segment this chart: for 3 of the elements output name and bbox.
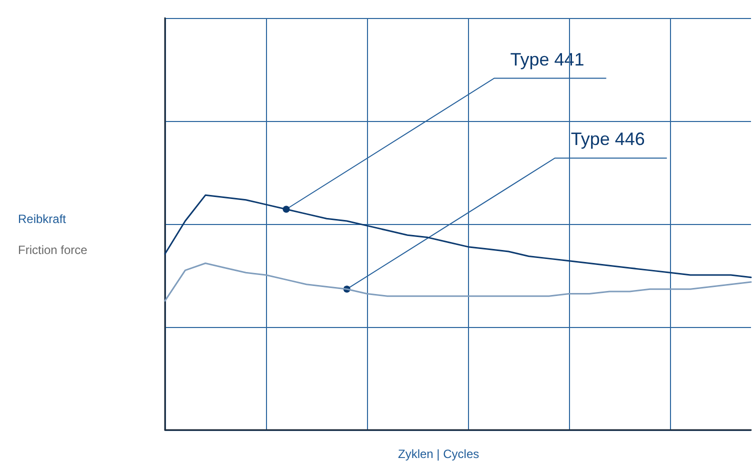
text: Type 446 (570, 129, 645, 150)
x-axis-title: Zyklen | Cycles (398, 447, 480, 461)
text: Reibkraft Friction force (18, 212, 88, 257)
